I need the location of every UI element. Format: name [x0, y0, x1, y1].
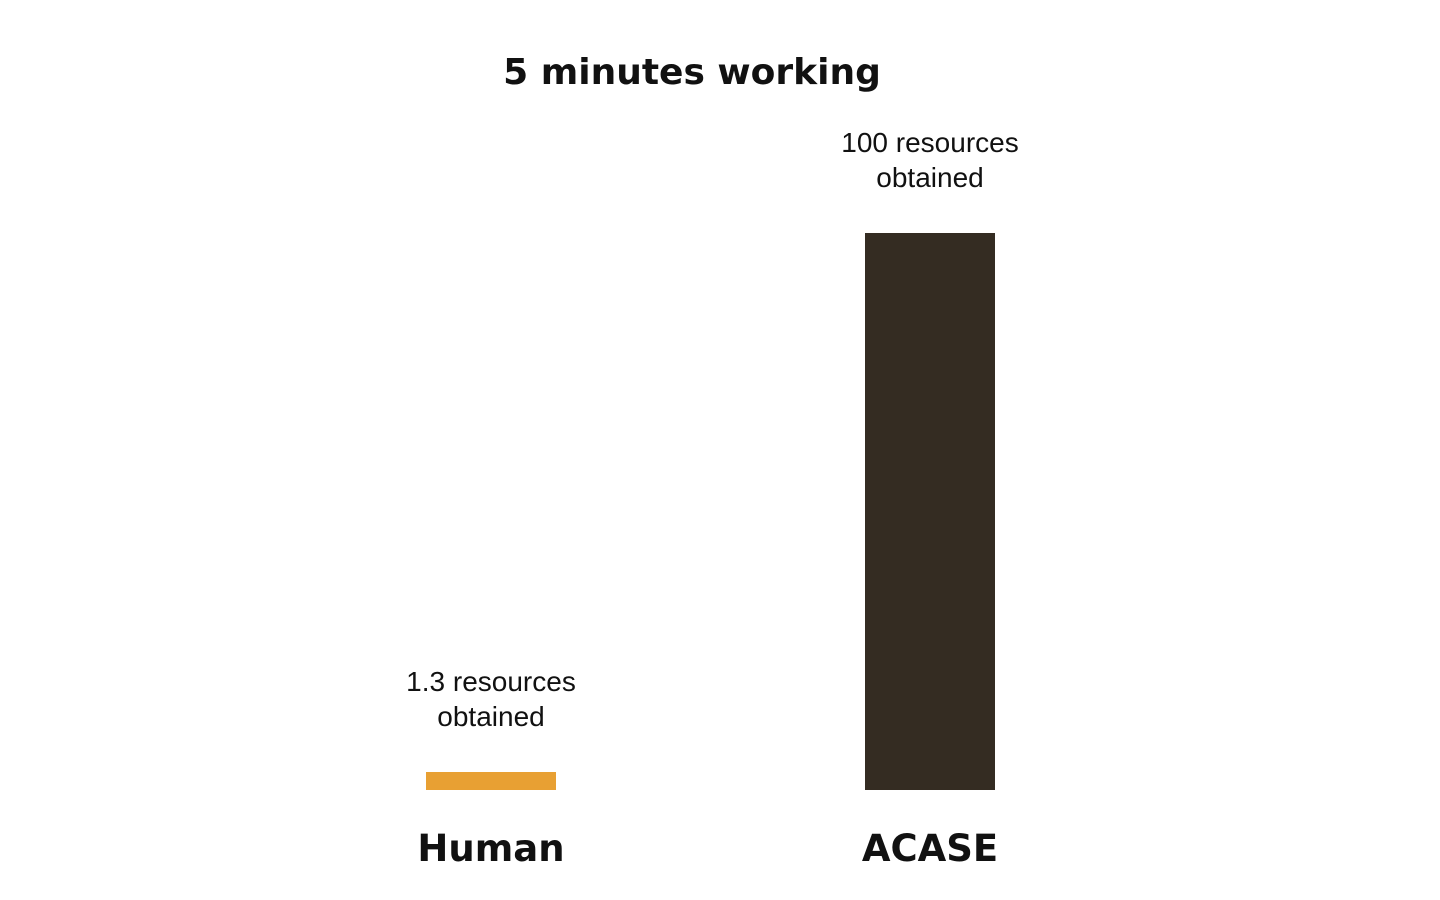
category-label-human: Human [417, 827, 564, 870]
data-labels-group: 1.3 resources obtained 100 resources obtain… [406, 127, 1019, 732]
bar-acase [865, 233, 995, 790]
category-labels-group: Human ACASE [417, 827, 998, 870]
data-label-line: 1.3 resources [406, 666, 576, 697]
category-label-acase: ACASE [862, 827, 998, 870]
chart-title: 5 minutes working [503, 52, 881, 93]
data-label-line: obtained [876, 162, 983, 193]
bar-human [426, 772, 556, 790]
data-label-line: 100 resources [841, 127, 1018, 158]
data-label-human: 1.3 resources obtained [406, 666, 576, 732]
bars-group [426, 233, 995, 790]
data-label-acase: 100 resources obtained [841, 127, 1018, 193]
data-label-line: obtained [437, 701, 544, 732]
